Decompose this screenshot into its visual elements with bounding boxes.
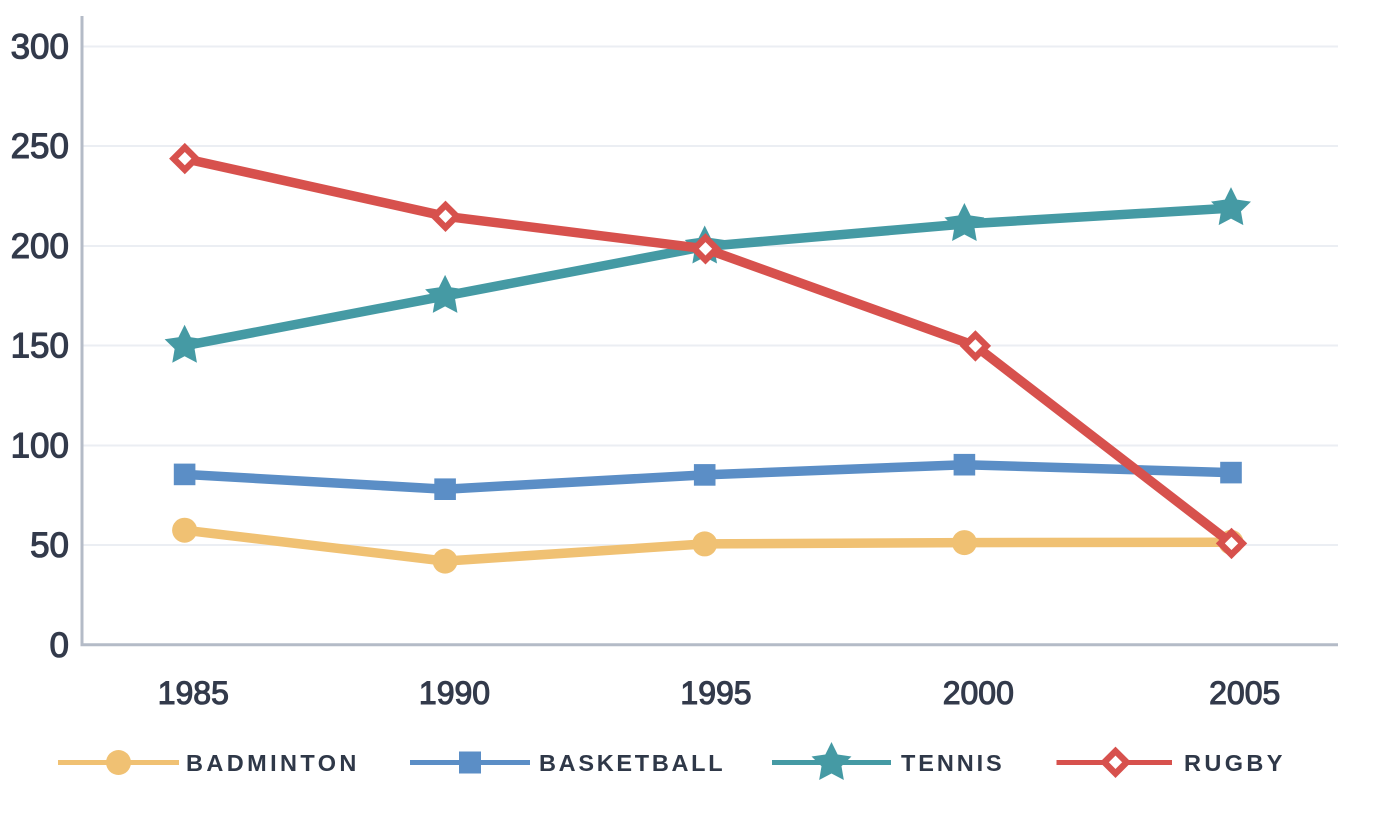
- svg-text:BASKETBALL: BASKETBALL: [539, 750, 725, 776]
- svg-text:200: 200: [11, 227, 69, 266]
- svg-text:300: 300: [11, 27, 69, 66]
- svg-text:RUGBY: RUGBY: [1184, 750, 1286, 776]
- svg-text:0: 0: [50, 626, 69, 665]
- svg-text:100: 100: [11, 426, 69, 465]
- svg-text:1985: 1985: [158, 675, 229, 711]
- svg-text:1995: 1995: [680, 675, 751, 711]
- svg-text:BADMINTON: BADMINTON: [186, 750, 360, 776]
- svg-text:2005: 2005: [1209, 675, 1280, 711]
- svg-text:2000: 2000: [943, 675, 1014, 711]
- svg-text:TENNIS: TENNIS: [901, 750, 1005, 776]
- svg-text:50: 50: [30, 526, 69, 565]
- svg-text:150: 150: [11, 327, 69, 366]
- svg-text:1990: 1990: [419, 675, 490, 711]
- svg-text:250: 250: [11, 127, 69, 166]
